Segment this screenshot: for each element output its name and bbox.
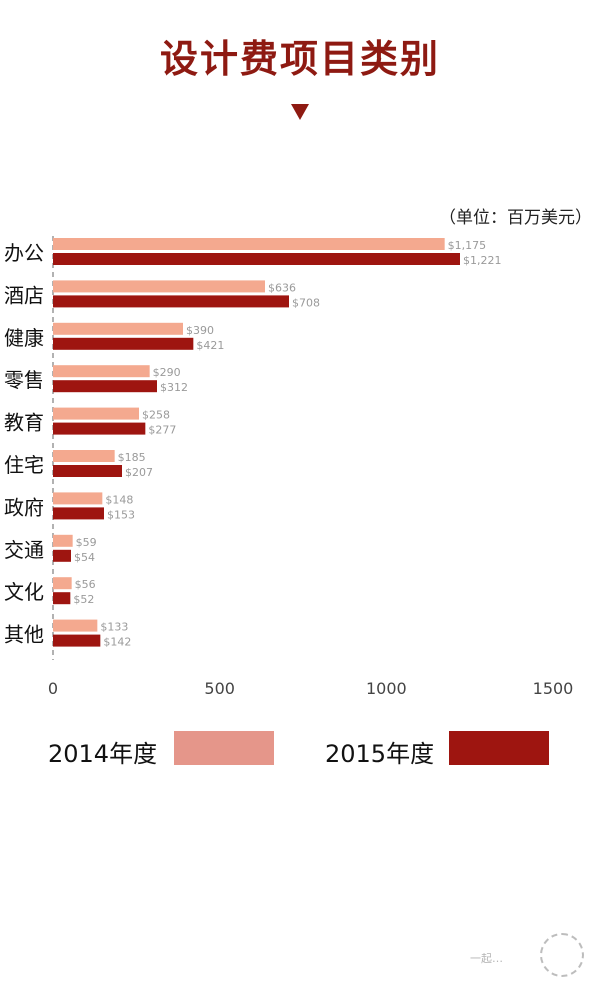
category-label: 零售 <box>4 368 44 392</box>
bar-2015 <box>53 253 460 265</box>
category-label: 文化 <box>4 580 44 604</box>
x-tick-label: 1500 <box>533 679 574 698</box>
data-label: $258 <box>142 409 170 422</box>
data-label: $1,175 <box>448 239 487 252</box>
bar-2014 <box>53 407 139 420</box>
bar-chart: 办公 $1,175 $1,221 酒店 $636 $708 健康 $390 $421 零售 $290… <box>4 236 574 698</box>
bar-2014 <box>53 577 72 590</box>
bar-2014 <box>53 238 445 250</box>
bar-2015 <box>53 549 71 562</box>
data-label: $290 <box>153 366 181 379</box>
bar-2015 <box>53 634 101 647</box>
category-label: 教育 <box>4 411 44 435</box>
x-tick-label: 500 <box>204 679 235 698</box>
category-label: 政府 <box>4 495 44 519</box>
legend-label-2015: 2015年度 <box>325 740 435 768</box>
category-label: 酒店 <box>4 283 44 307</box>
data-label: $185 <box>118 451 146 464</box>
data-label: $277 <box>148 424 176 437</box>
data-label: $133 <box>100 621 128 634</box>
legend-swatch-2014 <box>174 731 274 765</box>
data-label: $56 <box>75 578 96 591</box>
bar-2015 <box>53 507 104 520</box>
bar-2014 <box>53 534 73 547</box>
data-label: $52 <box>73 593 94 606</box>
data-label: $421 <box>196 339 224 352</box>
watermark-text: 一起… <box>470 952 503 965</box>
bar-2014 <box>53 280 265 293</box>
data-label: $708 <box>292 296 320 309</box>
x-tick-label: 1000 <box>366 679 407 698</box>
data-label: $390 <box>186 324 214 337</box>
data-label: $54 <box>74 551 95 564</box>
bar-2014 <box>53 619 98 632</box>
data-label: $59 <box>76 536 97 549</box>
unit-label: （单位：百万美元） <box>439 208 592 228</box>
bar-2015 <box>53 295 289 308</box>
category-label: 健康 <box>4 326 44 350</box>
data-label: $207 <box>125 466 153 479</box>
data-label: $148 <box>105 493 133 506</box>
x-tick-label: 0 <box>48 679 58 698</box>
category-label: 住宅 <box>4 453 44 477</box>
bar-2015 <box>53 337 194 350</box>
bar-2015 <box>53 465 122 477</box>
down-triangle-icon <box>291 104 309 120</box>
bar-2015 <box>53 592 71 605</box>
legend-swatch-2015 <box>449 731 549 765</box>
bar-2014 <box>53 322 183 335</box>
bar-2014 <box>53 450 115 462</box>
category-label: 其他 <box>4 623 44 647</box>
watermark-badge <box>540 933 584 977</box>
data-label: $1,221 <box>463 254 502 267</box>
category-label: 办公 <box>4 241 44 265</box>
bar-2014 <box>53 365 150 378</box>
data-label: $312 <box>160 381 188 394</box>
data-label: $142 <box>103 636 131 649</box>
chart-title: 设计费项目类别 <box>159 37 440 81</box>
data-label: $636 <box>268 281 296 294</box>
category-label: 交通 <box>4 538 44 562</box>
legend-label-2014: 2014年度 <box>48 740 158 768</box>
bar-2015 <box>53 380 157 393</box>
bar-2014 <box>53 492 103 505</box>
data-label: $153 <box>107 508 135 521</box>
bar-2015 <box>53 422 146 435</box>
